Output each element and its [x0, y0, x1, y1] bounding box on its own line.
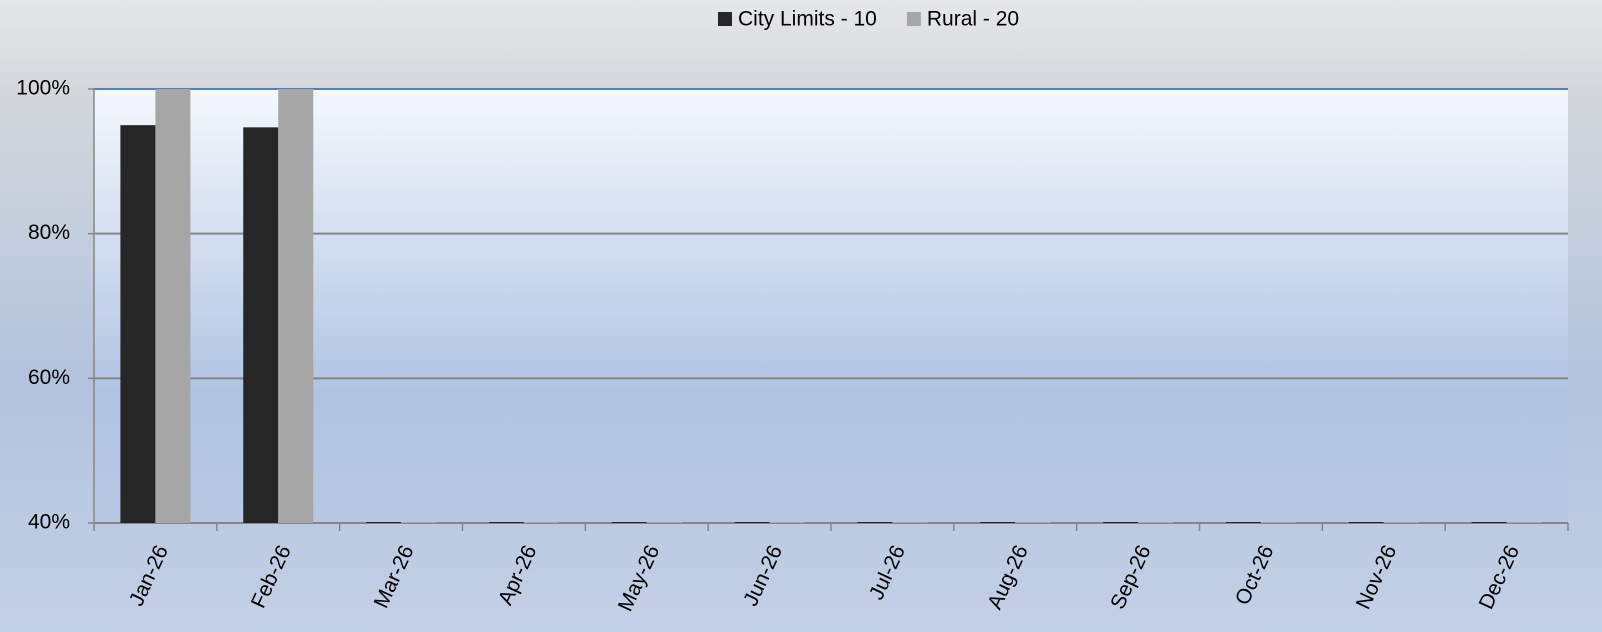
bar: [1103, 522, 1139, 523]
bar: [769, 522, 805, 523]
bar: [892, 522, 928, 523]
bar: [488, 522, 524, 523]
bar: [646, 522, 682, 523]
bar: [120, 125, 156, 523]
bar: [980, 522, 1016, 523]
bar: [1015, 522, 1051, 523]
bar: [523, 522, 559, 523]
legend-swatch: [906, 12, 921, 26]
y-tick-label: 80%: [28, 221, 70, 244]
bar: [243, 127, 279, 523]
bar: [1225, 522, 1261, 523]
legend: City Limits - 10 Rural - 20: [718, 8, 1019, 31]
y-tick-label: 60%: [28, 366, 70, 389]
bar: [734, 522, 770, 523]
bar: [366, 522, 402, 523]
legend-swatch: [718, 12, 732, 26]
bars: [120, 89, 1542, 523]
bar: [857, 522, 893, 523]
bar: [278, 89, 314, 523]
y-tick-label: 40%: [28, 511, 70, 534]
legend-label: Rural - 20: [927, 8, 1019, 31]
bar: [611, 522, 647, 523]
bar: [155, 89, 191, 523]
bar: [1348, 522, 1384, 523]
bar: [1383, 522, 1419, 523]
y-tick-label: 100%: [16, 77, 70, 100]
bar: [1260, 522, 1296, 523]
bar: [1506, 522, 1542, 523]
plot-area: [94, 89, 1568, 523]
bar: [401, 522, 437, 523]
bar: [1138, 522, 1174, 523]
bar: [1471, 522, 1507, 523]
legend-label: City Limits - 10: [738, 8, 877, 31]
